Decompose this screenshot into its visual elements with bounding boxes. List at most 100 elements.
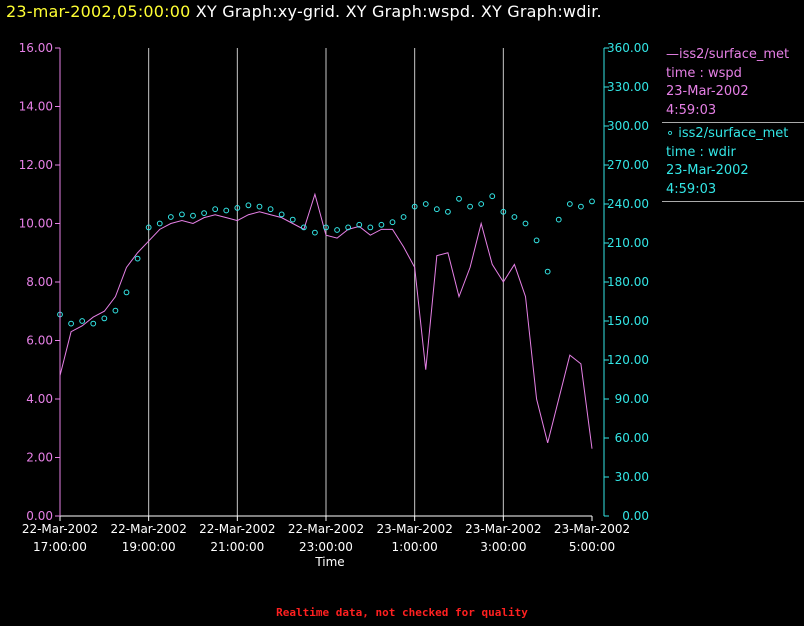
title-timestamp: 23-mar-2002,05:00:00 [6,2,191,21]
wdir-point [312,229,318,236]
right-y-tick-label: 120.00 [607,353,649,367]
wdir-point [566,201,573,207]
wdir-point [478,201,485,207]
legend-divider [662,201,804,202]
x-tick-label: 1:00:00 [392,540,438,554]
wdir-series [57,193,595,327]
wdir-point [467,203,473,210]
right-y-tick-label: 30.00 [615,470,649,484]
wdir-point [511,214,518,220]
legend-variable: time : wdir [666,144,736,160]
right-y-tick-label: 150.00 [607,314,649,328]
x-tick-label: 3:00:00 [480,540,526,554]
left-y-tick-label: 4.00 [26,392,53,406]
right-y-tick-label: 360.00 [607,41,649,55]
legend-date: 23-Mar-2002 [666,163,749,178]
x-tick-label: 22-Mar-2002 [22,522,98,536]
x-tick-label: 23:00:00 [299,540,353,554]
wdir-point [389,219,396,226]
wdir-point [278,211,285,218]
wdir-point [123,289,130,296]
legend-series-name: —iss2/surface_met [666,47,790,62]
wdir-point [179,211,185,218]
wdir-point [522,220,529,227]
right-y-tick-label: 300.00 [607,119,649,133]
legend-variable: time : wspd [666,65,742,81]
wdir-point [134,255,141,262]
wdir-point [289,216,296,223]
wdir-point [578,203,584,210]
wdir-point [190,212,196,219]
wdir-point [112,307,119,314]
x-tick-label: 22-Mar-2002 [288,522,364,536]
wdir-point [79,318,86,324]
wdir-point [245,202,252,209]
wdir-point [378,221,385,228]
wdir-point [145,224,152,231]
wdir-point [201,210,207,217]
x-tick-label: 22-Mar-2002 [110,522,186,536]
wdir-point [267,206,274,213]
legend: —iss2/surface_met time : wspd 23-Mar-200… [662,46,804,204]
right-y-tick-label: 0.00 [622,509,649,523]
legend-time: 4:59:03 [666,102,717,118]
right-y-tick-label: 60.00 [615,431,649,445]
tick-labels: 22-Mar-2002 17:00:00 22-Mar-2002 19:00:00 22… [19,41,649,554]
wdir-point [223,207,230,214]
left-y-tick-label: 8.00 [26,275,53,289]
legend-divider [662,122,804,123]
wdir-point [456,195,462,202]
wdir-point [356,221,363,228]
x-tick-label: 19:00:00 [122,540,176,554]
right-y-tick-label: 210.00 [607,236,649,250]
wdir-point [323,224,329,231]
left-y-tick-label: 0.00 [26,509,53,523]
wdir-point [90,320,97,327]
wspd-line [59,192,593,449]
wdir-point [533,237,540,244]
legend-date: 23-Mar-2002 [666,84,749,99]
wdir-point [234,205,241,211]
legend-time: 4:59:03 [666,181,717,197]
left-y-tick-label: 16.00 [19,41,53,55]
wdir-point [544,268,551,275]
x-axis-label: Time [314,555,344,569]
legend-series-name: ∘ iss2/surface_met [666,126,789,141]
wdir-point [500,208,507,215]
right-y-tick-label: 330.00 [607,80,649,94]
wdir-point [256,203,263,210]
quality-note: Realtime data, not checked for quality [276,606,528,619]
wdir-point [400,214,407,220]
x-tick-label: 17:00:00 [33,540,87,554]
wdir-point [156,220,163,227]
wdir-point [433,206,440,213]
legend-entry-wspd: —iss2/surface_met time : wspd 23-Mar-200… [662,46,804,120]
wdir-point [345,224,352,231]
wdir-point [212,206,219,213]
wdir-point [167,214,174,220]
wdir-point [101,315,108,322]
x-tick-label: 23-Mar-2002 [554,522,630,536]
wdir-point [489,193,496,200]
title-graph-list: XY Graph:xy-grid. XY Graph:wspd. XY Grap… [190,2,602,21]
left-y-tick-label: 2.00 [26,451,53,465]
right-y-tick-label: 180.00 [607,275,649,289]
right-y-tick-label: 270.00 [607,158,649,172]
x-tick-label: 21:00:00 [210,540,264,554]
chart-title: 23-mar-2002,05:00:00 XY Graph:xy-grid. X… [6,2,602,21]
left-y-tick-label: 14.00 [19,100,53,114]
axes [55,47,609,521]
x-tick-label: 22-Mar-2002 [199,522,275,536]
right-y-tick-label: 240.00 [607,197,649,211]
left-y-tick-label: 6.00 [26,334,53,348]
wdir-point [422,201,429,207]
wdir-point [589,198,595,205]
left-y-tick-label: 12.00 [19,158,53,172]
wdir-point [334,227,340,233]
legend-entry-wdir: ∘ iss2/surface_met time : wdir 23-Mar-20… [662,125,804,199]
wdir-point [367,224,374,231]
wdir-point [555,216,562,223]
wdir-point [445,208,451,215]
wdir-point [411,203,418,210]
